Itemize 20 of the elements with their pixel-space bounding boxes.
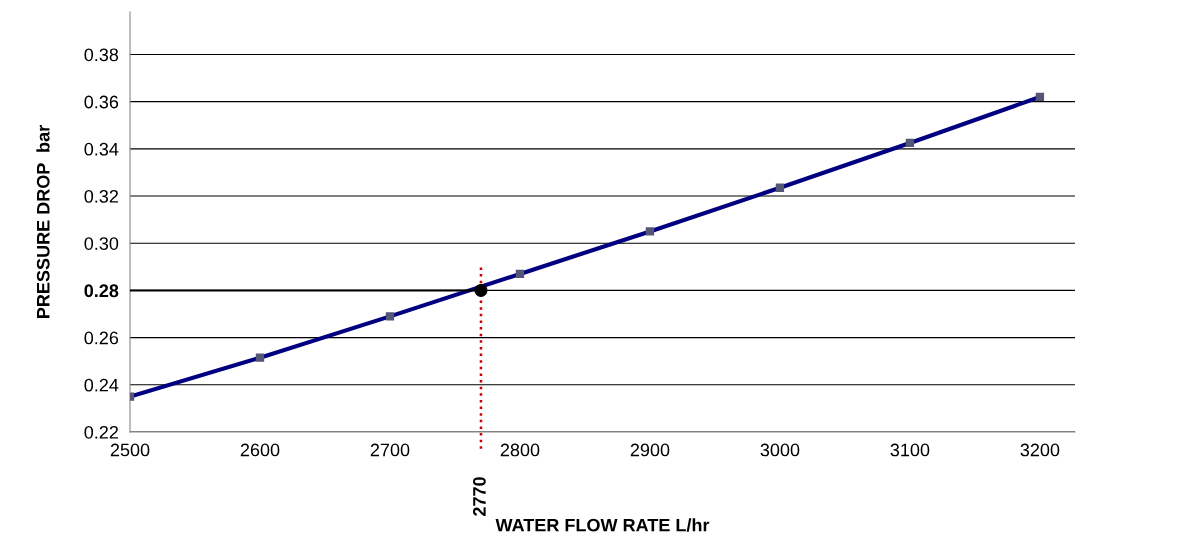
y-axis-title: PRESSURE DROP bar	[36, 125, 50, 318]
y-tick-label: 0.34	[84, 142, 119, 156]
y-tick-label: 0.32	[84, 189, 118, 203]
y-tick-label: 0.38	[84, 48, 119, 62]
x-tick-label: 2700	[370, 443, 410, 457]
x-tick-label: 3200	[1020, 443, 1060, 457]
y-tick-label: 0.24	[84, 378, 119, 392]
x-tick-label: 3000	[760, 443, 800, 457]
y-tick-label: 0.36	[84, 95, 119, 109]
x-tick-label: 2800	[500, 443, 540, 457]
y-tick-label: 0.30	[84, 237, 119, 250]
y-tick-label: 0.22	[84, 425, 118, 439]
x-tick-label: 3100	[890, 443, 930, 457]
x-axis-title: WATER FLOW RATE L/hr	[495, 518, 710, 532]
x-tick-label: 2600	[240, 443, 280, 457]
x-tick-label: 2500	[110, 443, 150, 457]
y-tick-label: 0.26	[84, 331, 119, 345]
x-tick-label: 2900	[630, 443, 670, 457]
y-tick-label: 0.28	[84, 284, 119, 298]
ref-line-label: 2770	[473, 477, 486, 516]
